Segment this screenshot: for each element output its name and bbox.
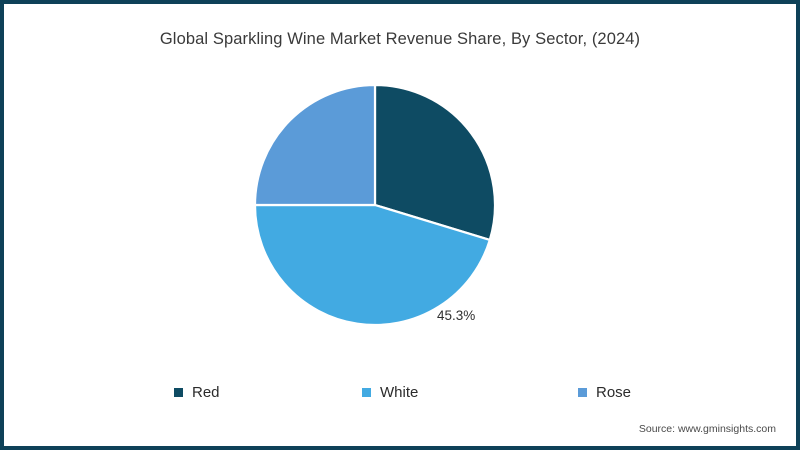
legend-swatch-icon bbox=[362, 387, 371, 397]
legend-label: White bbox=[380, 383, 419, 401]
legend-swatch-icon bbox=[578, 387, 587, 397]
pie-chart-svg bbox=[253, 83, 497, 327]
page-title: Global Sparkling Wine Market Revenue Sha… bbox=[159, 30, 641, 48]
legend-item-white[interactable]: White bbox=[362, 382, 418, 402]
pie-slice-rose[interactable] bbox=[253, 83, 377, 207]
pie-slice-group bbox=[253, 83, 497, 327]
legend-item-red[interactable]: Red bbox=[174, 382, 220, 402]
legend-swatch-icon bbox=[174, 387, 183, 397]
pie-chart bbox=[253, 83, 497, 327]
pie-slice-red[interactable] bbox=[373, 83, 497, 242]
chart-legend: Red White Rose bbox=[0, 382, 800, 404]
pie-slice-value-label: 45.3% bbox=[437, 308, 476, 323]
legend-label: Rose bbox=[596, 383, 632, 401]
pie-slice-white[interactable] bbox=[253, 203, 491, 327]
legend-item-rose[interactable]: Rose bbox=[578, 382, 631, 402]
legend-label: Red bbox=[192, 383, 220, 401]
source-attribution: Source: www.gminsights.com bbox=[638, 423, 776, 435]
